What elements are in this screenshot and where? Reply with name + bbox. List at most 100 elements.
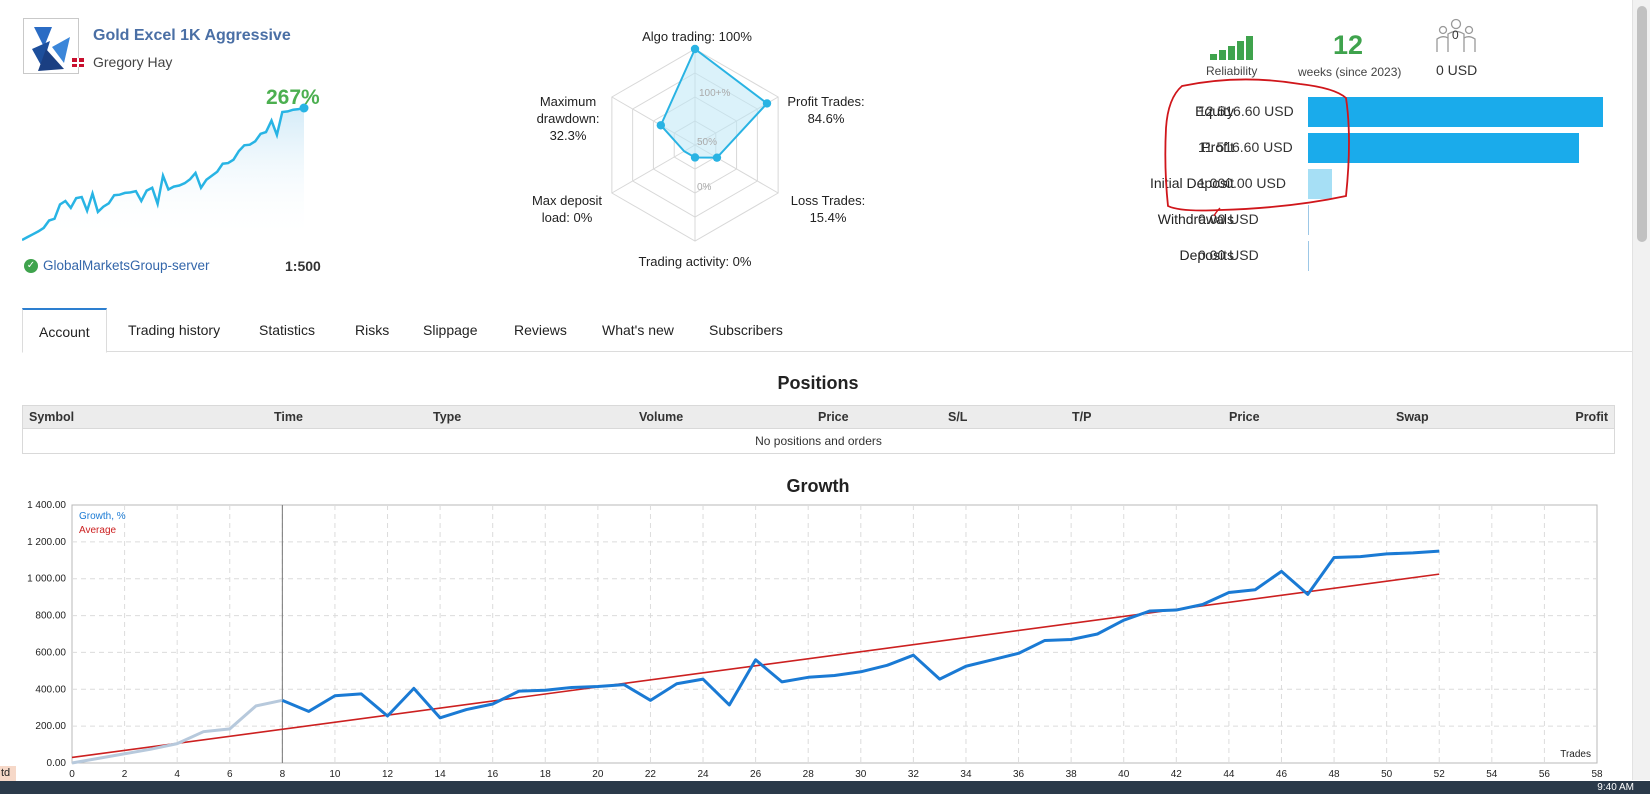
x-tick-label: 26 xyxy=(750,769,762,780)
growth-title: Growth xyxy=(786,476,850,496)
x-tick-label: 56 xyxy=(1539,769,1551,780)
signal-logo[interactable] xyxy=(23,18,79,74)
tab-risks[interactable]: Risks xyxy=(355,322,390,338)
weeks-count: 12 xyxy=(1333,30,1364,60)
positions-header: Symbol Time Type Volume Price S/L T/P Pr… xyxy=(23,406,1614,429)
col-symbol[interactable]: Symbol xyxy=(29,410,75,424)
radar-label-profit: Profit Trades: 84.6% xyxy=(787,94,865,126)
x-tick-label: 30 xyxy=(855,769,867,780)
growth-chart: 0 2 4 6 8 10 12 14 16 18 20 22 24 26 28 30 32 34 36 38 40 42 4… xyxy=(27,500,1603,780)
author-name[interactable]: Gregory Hay xyxy=(93,54,173,70)
tab-slippage[interactable]: Slippage xyxy=(423,322,478,338)
taskbar-clock[interactable]: 9:40 AM xyxy=(1597,782,1634,793)
growth-plot-area xyxy=(71,504,1598,764)
radar-label-drawdown: Maximum drawdown: 32.3% xyxy=(536,94,600,143)
col-swap[interactable]: Swap xyxy=(1396,410,1429,424)
x-tick-label: 12 xyxy=(382,769,394,780)
radar-label-activity: Trading activity: 0% xyxy=(638,254,752,269)
x-tick-label: 50 xyxy=(1381,769,1393,780)
legend-average: Average xyxy=(79,525,117,536)
x-tick-label: 42 xyxy=(1171,769,1183,780)
x-tick-label: 14 xyxy=(435,769,447,780)
edge-text: td xyxy=(0,766,16,781)
radar-point-drawdown xyxy=(656,121,666,130)
growth-percent: 267% xyxy=(266,86,320,109)
finance-bar-empty xyxy=(1308,241,1309,271)
y-tick-label: 0.00 xyxy=(47,758,67,769)
col-sl[interactable]: S/L xyxy=(948,410,968,424)
tab-account[interactable]: Account xyxy=(22,308,107,353)
tab-statistics[interactable]: Statistics xyxy=(259,322,316,338)
y-tick-label: 800.00 xyxy=(35,611,66,622)
x-tick-label: 24 xyxy=(697,769,709,780)
average-line xyxy=(71,573,1440,759)
subscribers-count: 0 xyxy=(1452,28,1459,42)
col-tp[interactable]: T/P xyxy=(1072,410,1092,424)
x-tick-label: 8 xyxy=(280,769,286,780)
verified-check-icon: ✓ xyxy=(24,258,38,273)
server-info[interactable]: ✓ GlobalMarketsGroup-server xyxy=(24,258,210,273)
col-type[interactable]: Type xyxy=(433,410,462,424)
tab-subscribers[interactable]: Subscribers xyxy=(709,322,783,338)
radar-label-loss: Loss Trades: 15.4% xyxy=(790,193,866,225)
server-name[interactable]: GlobalMarketsGroup-server xyxy=(43,258,210,273)
finance-value: 11 516.60 USD xyxy=(1198,139,1293,155)
radar-label-deposit-load: Max deposit load: 0% xyxy=(531,193,603,225)
logo-icon xyxy=(32,27,70,71)
page-scrollbar[interactable] xyxy=(1632,0,1650,780)
x-tick-label: 16 xyxy=(487,769,499,780)
finance-value: 12 516.60 USD xyxy=(1198,103,1294,119)
x-tick-label: 0 xyxy=(69,769,75,780)
x-tick-label: 18 xyxy=(540,769,552,780)
col-time[interactable]: Time xyxy=(274,410,303,424)
finance-bar xyxy=(1308,97,1603,127)
subscribers-icon[interactable] xyxy=(1435,18,1477,58)
subscribers-usd: 0 USD xyxy=(1436,62,1478,78)
tab-whats-new[interactable]: What's new xyxy=(602,322,674,338)
tab-reviews[interactable]: Reviews xyxy=(514,322,567,338)
positions-title: Positions xyxy=(777,373,859,393)
radar-chart: 100+% 50% 0% xyxy=(611,44,779,242)
x-tick-label: 38 xyxy=(1066,769,1078,780)
growth-line xyxy=(281,549,1440,720)
finance-value: 0.00 USD xyxy=(1198,211,1259,227)
finance-value: 1 000.00 USD xyxy=(1198,175,1286,191)
x-tick-label: 22 xyxy=(645,769,657,780)
col-price[interactable]: Price xyxy=(818,410,849,424)
x-tick-label: 28 xyxy=(803,769,815,780)
radar-label-algo: Algo trading: 100% xyxy=(642,29,752,44)
reliability-bars-icon[interactable] xyxy=(1210,36,1253,60)
x-tick-label: 32 xyxy=(908,769,920,780)
signal-title[interactable]: Gold Excel 1K Aggressive xyxy=(93,27,291,44)
x-tick-label: 48 xyxy=(1329,769,1341,780)
tab-bar: Account Trading history Statistics Risks… xyxy=(22,308,1640,353)
x-tick-label: 58 xyxy=(1591,769,1603,780)
col-price-2[interactable]: Price xyxy=(1229,410,1260,424)
x-tick-label: 4 xyxy=(174,769,180,780)
weeks-label: weeks (since 2023) xyxy=(1298,65,1402,79)
col-volume[interactable]: Volume xyxy=(639,410,684,424)
radar-scale-100: 100+% xyxy=(699,88,731,99)
x-tick-label: 40 xyxy=(1118,769,1130,780)
y-tick-label: 200.00 xyxy=(35,721,66,732)
x-tick-label: 54 xyxy=(1486,769,1498,780)
finance-bar xyxy=(1308,169,1332,199)
y-tick-label: 1 000.00 xyxy=(27,574,66,585)
mini-growth-chart xyxy=(22,103,309,242)
y-tick-label: 1 200.00 xyxy=(27,537,66,548)
growth-line-history xyxy=(71,698,283,765)
reliability-label: Reliability xyxy=(1206,64,1258,78)
leverage: 1:500 xyxy=(285,258,321,274)
tab-trading-history[interactable]: Trading history xyxy=(128,322,221,338)
x-tick-label: 6 xyxy=(227,769,233,780)
finance-row-equity: Equity 12 516.60 USD xyxy=(1060,97,1620,127)
finance-row-profit: Profit 11 516.60 USD xyxy=(1060,133,1620,163)
col-profit[interactable]: Profit xyxy=(1575,410,1608,424)
radar-point-algo xyxy=(690,44,700,54)
x-tick-label: 10 xyxy=(329,769,341,780)
x-tick-label: 20 xyxy=(592,769,604,780)
scrollbar-thumb[interactable] xyxy=(1637,6,1647,242)
radar-point-activity xyxy=(690,153,700,162)
y-tick-label: 600.00 xyxy=(35,647,66,658)
red-annotation-outline xyxy=(1164,78,1350,217)
